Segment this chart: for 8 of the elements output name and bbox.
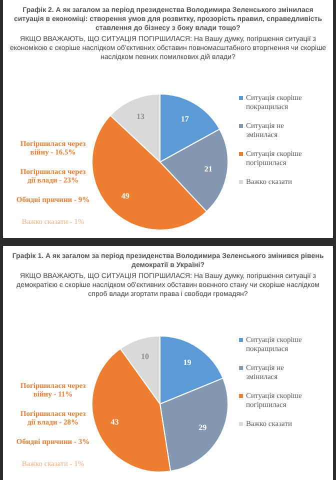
data-label: 49: [121, 191, 130, 200]
data-label: 17: [180, 114, 189, 124]
data-label: 10: [141, 352, 150, 362]
data-label: 19: [183, 358, 192, 368]
data-label: 21: [204, 164, 212, 174]
data-label: 29: [198, 422, 207, 432]
data-label: 43: [110, 417, 119, 426]
data-label: 13: [136, 112, 145, 121]
